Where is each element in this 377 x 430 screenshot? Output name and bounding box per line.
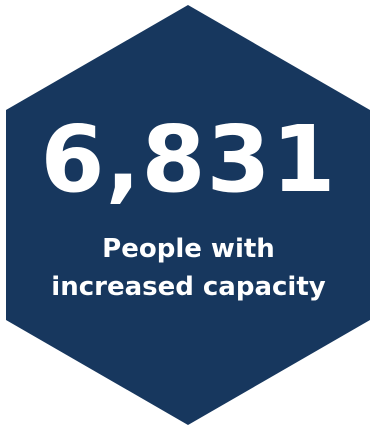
stat-value: 6,831 [40,106,337,213]
stat-caption-line-1: People with [102,234,275,264]
stat-caption-line-2: increased capacity [51,272,326,302]
hexagon-fill [6,5,370,425]
stat-caption: People with increased capacity [24,230,354,306]
